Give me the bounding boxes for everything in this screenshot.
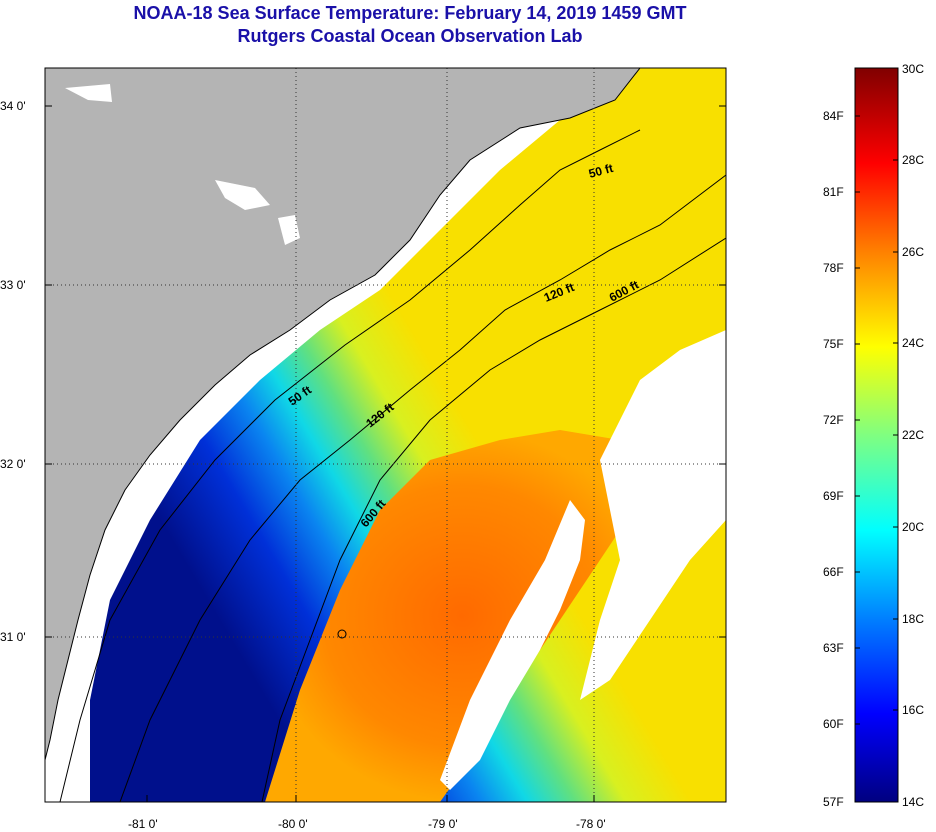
lon-label-81: -81 0' (128, 817, 158, 831)
colorbar-f-63: 63F (823, 641, 844, 655)
land-area (45, 68, 640, 760)
lake (278, 215, 300, 245)
colorbar-c-16: 16C (902, 703, 924, 717)
lat-label-33: 33 0' (0, 278, 26, 292)
marker-circle (337, 629, 347, 639)
lon-label-79: -79 0' (428, 817, 458, 831)
colorbar-f-60: 60F (823, 717, 844, 731)
lat-label-34: 34 0' (0, 99, 26, 113)
colorbar-f-81: 81F (823, 185, 844, 199)
colorbar-ticks (855, 115, 898, 725)
graticule (45, 68, 726, 802)
contour-50ft (59, 129, 641, 802)
colorbar-f-84: 84F (823, 109, 844, 123)
colorbar-f-69: 69F (823, 489, 844, 503)
coastline (45, 68, 641, 761)
colorbar-c-14: 14C (902, 795, 924, 809)
colorbar-c-26: 26C (902, 245, 924, 259)
colorbar-f-66: 66F (823, 565, 844, 579)
colorbar-f-78: 78F (823, 261, 844, 275)
lon-label-78: -78 0' (576, 817, 606, 831)
colorbar-c-18: 18C (902, 612, 924, 626)
colorbar-f-72: 72F (823, 413, 844, 427)
tick-marks (45, 105, 726, 802)
contour-label-50ft-north: 50 ft (587, 161, 614, 181)
title-line-1: NOAA-18 Sea Surface Temperature: Februar… (133, 3, 687, 23)
colorbar (854, 67, 899, 803)
contour-120ft (119, 174, 726, 802)
map-frame (44, 67, 727, 803)
cloud-patch-east (580, 330, 726, 700)
lat-label-31: 31 0' (0, 630, 26, 644)
lon-label-80: -80 0' (278, 817, 308, 831)
colorbar-c-22: 22C (902, 428, 924, 442)
title-line-2: Rutgers Coastal Ocean Observation Lab (237, 26, 583, 46)
cloud-gap (440, 500, 585, 790)
colorbar-f-57: 57F (823, 795, 844, 809)
colorbar-c-28: 28C (902, 153, 924, 167)
colorbar-c-20: 20C (902, 520, 924, 534)
lat-label-32: 32 0' (0, 457, 26, 471)
colorbar-f-75: 75F (823, 337, 844, 351)
colorbar-c-24: 24C (902, 336, 924, 350)
lake (215, 180, 270, 210)
colorbar-c-30: 30C (902, 62, 924, 76)
contour-600ft (261, 237, 726, 802)
lake (65, 84, 112, 102)
sst-field (90, 68, 726, 802)
